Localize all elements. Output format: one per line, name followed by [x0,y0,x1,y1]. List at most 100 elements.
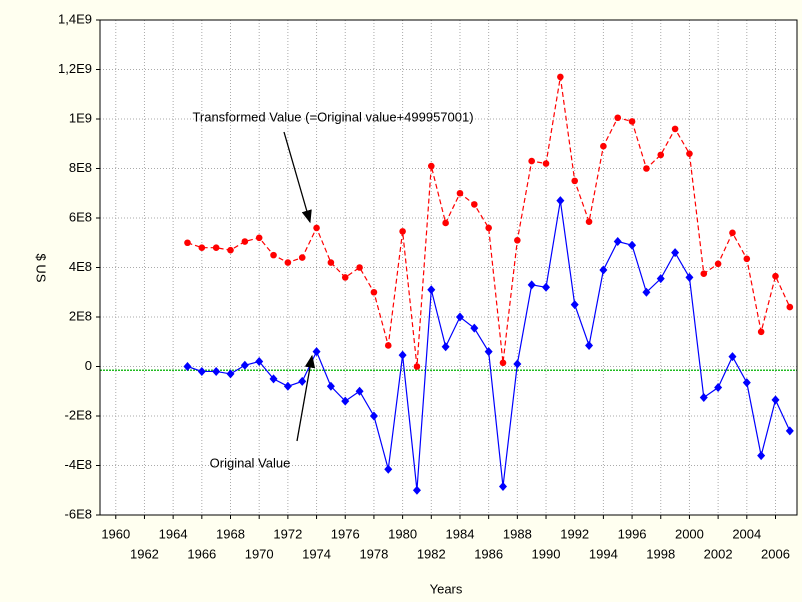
point [212,244,220,251]
point [240,360,249,370]
point [728,352,737,362]
point [455,312,464,322]
x-tick-label: 1966 [187,546,216,561]
x-tick-label: 1976 [331,526,360,541]
point [700,270,708,277]
x-tick-label: 1962 [130,546,159,561]
point [729,229,736,237]
point [327,259,335,266]
x-tick-label: 1996 [618,526,647,541]
x-tick-label: 2002 [704,546,733,561]
point [656,274,665,284]
point [484,347,493,357]
point [241,238,249,245]
point [527,280,536,290]
y-tick-label: 4E8 [69,259,92,274]
x-tick-label: 2000 [675,526,704,541]
annotation-arrow [296,354,316,442]
point [772,272,779,280]
point [355,386,364,396]
point [413,363,421,370]
point [412,485,421,495]
x-tick-label: 1960 [101,526,130,541]
point [542,282,551,292]
point [785,426,794,436]
x-tick-label: 1974 [302,546,331,561]
point [427,162,435,170]
point [642,287,651,297]
point [499,359,507,367]
y-tick-label: 1,2E9 [58,61,92,76]
point [369,411,378,421]
point [585,218,593,226]
point [269,374,278,384]
point [326,381,335,391]
point [786,303,794,311]
point [226,369,235,379]
point [270,251,277,259]
y-tick-label: 1E9 [69,110,92,125]
point [513,359,522,369]
point [442,219,449,227]
point [184,239,191,247]
point [742,378,751,388]
point [227,246,234,254]
point [628,118,636,125]
y-tick-label: 2E8 [69,308,92,323]
point [671,248,680,258]
point [771,395,780,405]
point [498,482,507,492]
point [556,196,565,206]
annotation: Original Value [210,455,291,470]
x-tick-label: 1984 [446,526,475,541]
x-axis-label: Years [430,581,463,596]
point [514,236,521,244]
point [699,392,708,402]
y-tick-label: -6E8 [65,506,92,521]
point [685,272,694,282]
point [384,342,392,349]
y-tick-label: -4E8 [65,457,92,472]
x-tick-label: 1970 [245,546,274,561]
x-tick-label: 1982 [417,546,446,561]
point [399,228,406,235]
point [657,151,665,159]
y-tick-label: 1,4E9 [58,11,92,26]
point [686,150,693,157]
point [600,142,607,150]
point [714,383,723,393]
point [341,274,349,281]
point [313,224,320,232]
point [542,160,550,167]
x-tick-label: 2004 [732,526,761,541]
x-tick-label: 1998 [646,546,675,561]
point [614,114,622,122]
point [557,73,564,81]
point [283,381,292,391]
point [198,244,206,251]
point [570,300,579,310]
y-tick-label: 0 [85,358,92,373]
y-tick-label: 6E8 [69,209,92,224]
point [312,347,321,357]
x-tick-label: 1994 [589,546,618,561]
point [456,189,464,197]
point [757,328,765,336]
point [643,165,650,172]
point [384,464,393,474]
point [757,451,766,461]
point [628,240,637,250]
point [197,366,206,376]
point [599,265,608,275]
point [255,234,263,242]
annotation-arrow [283,131,312,224]
x-tick-label: 1990 [532,546,561,561]
point [585,340,594,350]
point [470,323,479,333]
point [613,237,622,247]
point [183,362,192,371]
point [398,350,407,360]
point [714,260,722,268]
annotation: Transformed Value (=Original value+49995… [192,109,473,124]
